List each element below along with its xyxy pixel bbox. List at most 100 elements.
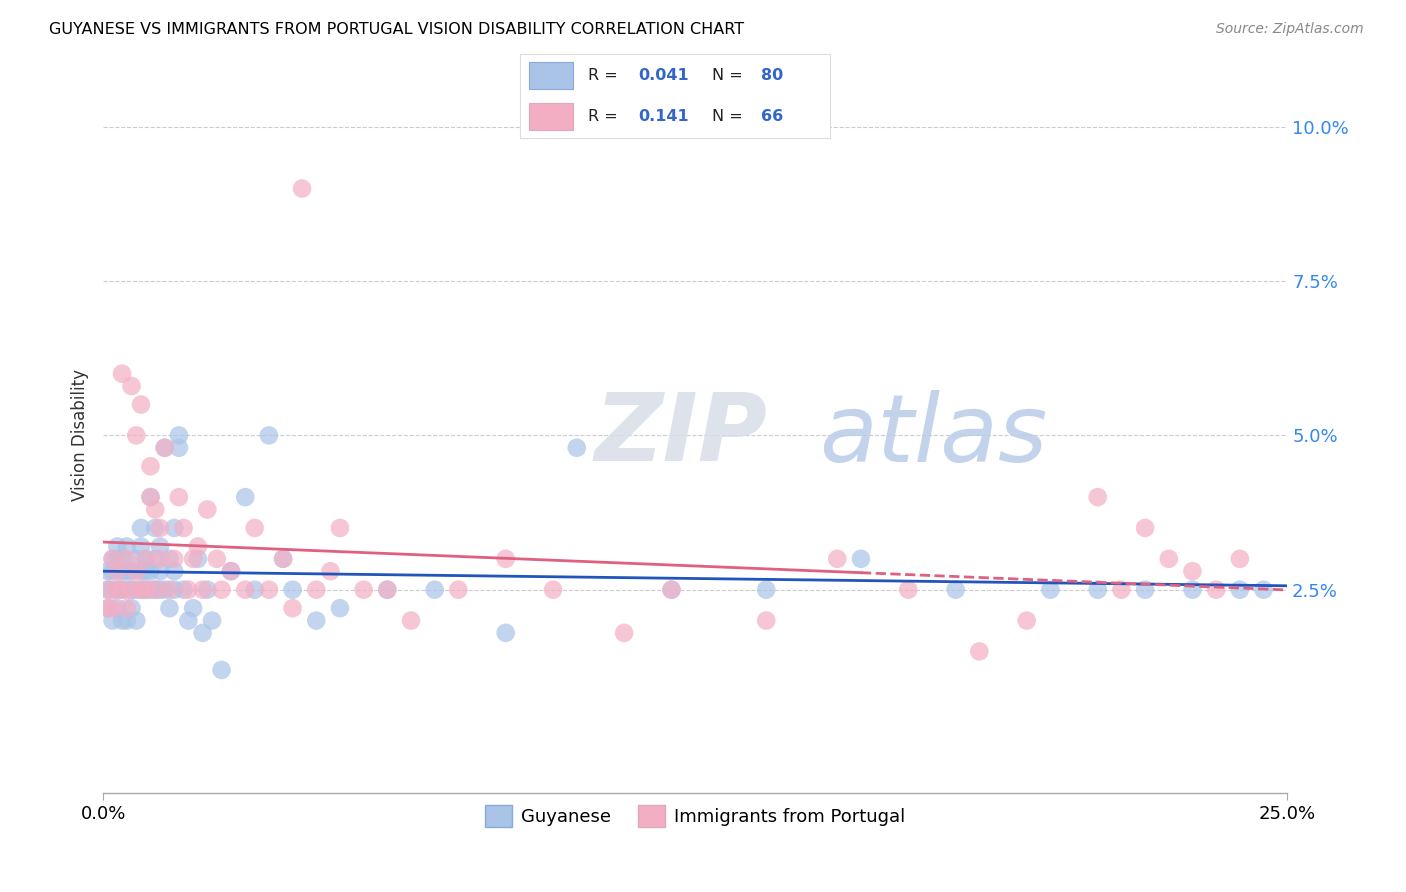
Point <box>139 490 162 504</box>
Point <box>101 564 124 578</box>
Point <box>897 582 920 597</box>
Point <box>97 601 120 615</box>
FancyBboxPatch shape <box>530 62 572 89</box>
Text: 80: 80 <box>762 68 783 83</box>
Point <box>495 551 517 566</box>
Point <box>219 564 242 578</box>
Text: 0.141: 0.141 <box>638 109 689 124</box>
Point <box>399 614 422 628</box>
Point <box>173 521 195 535</box>
Point <box>495 626 517 640</box>
Point <box>163 551 186 566</box>
Point <box>945 582 967 597</box>
Point <box>125 551 148 566</box>
Point <box>163 582 186 597</box>
Point <box>1111 582 1133 597</box>
Point <box>111 564 134 578</box>
Point <box>149 521 172 535</box>
Point <box>143 582 166 597</box>
Point <box>1229 551 1251 566</box>
Y-axis label: Vision Disability: Vision Disability <box>72 369 89 501</box>
Point <box>195 582 218 597</box>
Point <box>1253 582 1275 597</box>
Point <box>121 582 143 597</box>
Point <box>129 540 152 554</box>
Point <box>129 582 152 597</box>
Point <box>105 540 128 554</box>
Point <box>105 601 128 615</box>
Point <box>135 564 157 578</box>
Point <box>257 582 280 597</box>
Point <box>129 398 152 412</box>
Point <box>1015 614 1038 628</box>
Point <box>143 521 166 535</box>
Point <box>271 551 294 566</box>
Point <box>115 551 138 566</box>
Point <box>661 582 683 597</box>
Legend: Guyanese, Immigrants from Portugal: Guyanese, Immigrants from Portugal <box>478 798 912 834</box>
Point <box>167 441 190 455</box>
Point <box>125 564 148 578</box>
Point <box>191 582 214 597</box>
Point <box>105 551 128 566</box>
Point <box>163 564 186 578</box>
Point <box>291 181 314 195</box>
Point <box>143 551 166 566</box>
Point <box>1205 582 1227 597</box>
Point <box>153 441 176 455</box>
Point <box>139 564 162 578</box>
Point <box>125 582 148 597</box>
Text: GUYANESE VS IMMIGRANTS FROM PORTUGAL VISION DISABILITY CORRELATION CHART: GUYANESE VS IMMIGRANTS FROM PORTUGAL VIS… <box>49 22 744 37</box>
Point <box>153 441 176 455</box>
Point <box>233 582 256 597</box>
Point <box>153 582 176 597</box>
Point <box>969 644 991 658</box>
Point <box>97 564 120 578</box>
Point <box>1229 582 1251 597</box>
Point <box>187 551 209 566</box>
Point <box>211 663 233 677</box>
Point <box>97 582 120 597</box>
Text: Source: ZipAtlas.com: Source: ZipAtlas.com <box>1216 22 1364 37</box>
Point <box>121 564 143 578</box>
Text: 66: 66 <box>762 109 783 124</box>
Point <box>149 540 172 554</box>
Point <box>105 582 128 597</box>
Point <box>105 582 128 597</box>
Point <box>1039 582 1062 597</box>
Point <box>115 540 138 554</box>
Point <box>129 582 152 597</box>
Point <box>159 582 181 597</box>
Point <box>149 582 172 597</box>
Point <box>219 564 242 578</box>
Point <box>149 551 172 566</box>
Point <box>125 614 148 628</box>
Point <box>329 521 352 535</box>
FancyBboxPatch shape <box>530 103 572 130</box>
Point <box>111 582 134 597</box>
Point <box>191 626 214 640</box>
Point <box>319 564 342 578</box>
Point <box>121 601 143 615</box>
Text: atlas: atlas <box>820 390 1047 481</box>
Text: ZIP: ZIP <box>595 390 768 482</box>
Point <box>135 582 157 597</box>
Point <box>143 502 166 516</box>
Point <box>115 564 138 578</box>
Point <box>111 551 134 566</box>
Point <box>181 601 204 615</box>
Point <box>1133 582 1156 597</box>
Text: N =: N = <box>711 109 748 124</box>
Point <box>97 582 120 597</box>
Point <box>129 521 152 535</box>
Point <box>149 564 172 578</box>
Point <box>177 614 200 628</box>
Point <box>243 582 266 597</box>
Point <box>135 582 157 597</box>
Point <box>115 614 138 628</box>
Point <box>139 490 162 504</box>
Point <box>375 582 398 597</box>
Point <box>661 582 683 597</box>
Point <box>1133 521 1156 535</box>
Text: R =: R = <box>588 68 623 83</box>
